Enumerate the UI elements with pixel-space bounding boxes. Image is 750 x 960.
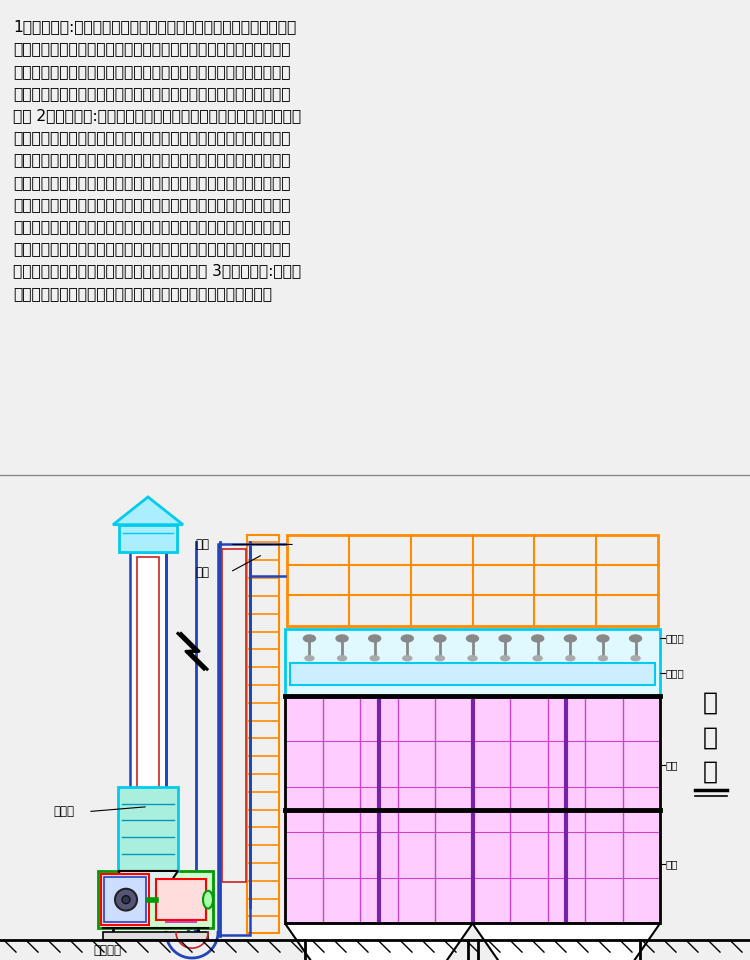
- Bar: [130, 552, 166, 866]
- Bar: [285, 696, 660, 924]
- Bar: [222, 549, 246, 881]
- Ellipse shape: [466, 635, 478, 642]
- Text: 电磁阀: 电磁阀: [665, 634, 684, 643]
- Ellipse shape: [598, 656, 608, 660]
- Bar: [285, 696, 660, 924]
- Ellipse shape: [532, 635, 544, 642]
- Ellipse shape: [203, 891, 213, 908]
- Text: 爬梯: 爬梯: [195, 565, 209, 579]
- Ellipse shape: [336, 635, 348, 642]
- Text: 储气缸: 储气缸: [665, 668, 684, 678]
- Ellipse shape: [122, 896, 130, 903]
- Bar: [118, 787, 178, 871]
- Text: 滤袋: 滤袋: [665, 760, 677, 770]
- Polygon shape: [472, 924, 660, 960]
- Ellipse shape: [401, 635, 413, 642]
- Text: 视: 视: [703, 726, 718, 750]
- Polygon shape: [285, 924, 472, 960]
- Ellipse shape: [403, 656, 412, 660]
- Ellipse shape: [468, 656, 477, 660]
- Ellipse shape: [564, 635, 576, 642]
- Bar: [98, 871, 213, 928]
- Text: 护栏: 护栏: [195, 538, 209, 551]
- Bar: [103, 932, 208, 940]
- Ellipse shape: [500, 656, 509, 660]
- Ellipse shape: [629, 635, 641, 642]
- Text: 貺旋送料器: 貺旋送料器: [0, 959, 1, 960]
- Bar: [137, 558, 159, 792]
- Bar: [247, 535, 279, 933]
- Bar: [285, 629, 660, 696]
- Ellipse shape: [631, 656, 640, 660]
- Ellipse shape: [115, 889, 137, 910]
- Ellipse shape: [436, 656, 445, 660]
- Ellipse shape: [370, 656, 380, 660]
- Bar: [119, 525, 177, 552]
- Ellipse shape: [304, 635, 316, 642]
- Text: 图: 图: [703, 760, 718, 784]
- Ellipse shape: [305, 656, 314, 660]
- Polygon shape: [113, 497, 183, 525]
- Text: 离心风机: 离心风机: [93, 944, 121, 956]
- Polygon shape: [118, 871, 178, 900]
- Bar: [104, 876, 146, 923]
- Text: 消声器: 消声器: [53, 805, 74, 818]
- Ellipse shape: [566, 656, 574, 660]
- Bar: [290, 663, 655, 684]
- Bar: [101, 874, 149, 925]
- Bar: [287, 535, 658, 626]
- Bar: [218, 544, 250, 935]
- Ellipse shape: [338, 656, 346, 660]
- Ellipse shape: [434, 635, 446, 642]
- Ellipse shape: [597, 635, 609, 642]
- Text: 1、过滤原理:含尘气体由进风口进入，经过灰斗时，气体中部分大飘
粒粉尘受惯性力和重力作用被分离出来，直接落入灰斗底部。含尘气
体通过灰斗后进入中笱体的滤袋过滤区: 1、过滤原理:含尘气体由进风口进入，经过灰斗时，气体中部分大飘 粒粉尘受惯性力和…: [13, 19, 302, 300]
- Ellipse shape: [499, 635, 511, 642]
- Bar: [156, 878, 206, 921]
- Ellipse shape: [369, 635, 381, 642]
- Ellipse shape: [533, 656, 542, 660]
- Text: 主: 主: [703, 691, 718, 715]
- Text: 笼骨: 笼骨: [665, 859, 677, 869]
